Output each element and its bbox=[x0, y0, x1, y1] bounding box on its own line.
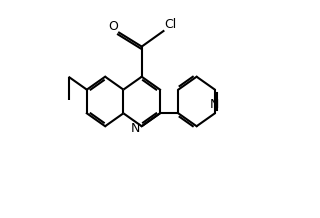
Text: O: O bbox=[108, 20, 118, 33]
Text: N: N bbox=[131, 122, 140, 135]
Text: N: N bbox=[210, 98, 220, 111]
Text: Cl: Cl bbox=[164, 18, 176, 31]
